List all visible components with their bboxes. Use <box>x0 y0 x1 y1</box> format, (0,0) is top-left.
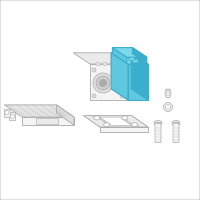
Ellipse shape <box>96 76 110 90</box>
Polygon shape <box>128 64 148 100</box>
Polygon shape <box>4 109 10 117</box>
Ellipse shape <box>92 94 96 98</box>
Ellipse shape <box>122 116 128 120</box>
Ellipse shape <box>93 73 113 93</box>
Ellipse shape <box>103 62 107 66</box>
Polygon shape <box>84 116 108 127</box>
Polygon shape <box>100 117 132 125</box>
FancyBboxPatch shape <box>173 122 179 142</box>
Polygon shape <box>124 116 148 127</box>
Polygon shape <box>132 48 147 63</box>
Ellipse shape <box>120 68 124 72</box>
Polygon shape <box>90 64 128 100</box>
Polygon shape <box>111 53 148 64</box>
Ellipse shape <box>124 79 128 82</box>
Ellipse shape <box>120 94 124 98</box>
Ellipse shape <box>5 111 9 115</box>
Polygon shape <box>73 53 128 64</box>
Ellipse shape <box>104 123 110 127</box>
Polygon shape <box>56 105 74 125</box>
Ellipse shape <box>110 62 114 66</box>
Polygon shape <box>112 48 147 57</box>
Polygon shape <box>84 116 148 127</box>
Ellipse shape <box>166 92 170 96</box>
Ellipse shape <box>117 62 121 66</box>
FancyBboxPatch shape <box>125 54 131 58</box>
Ellipse shape <box>132 123 138 127</box>
Ellipse shape <box>165 90 171 98</box>
Ellipse shape <box>164 102 172 112</box>
Polygon shape <box>131 53 148 100</box>
FancyBboxPatch shape <box>129 57 134 60</box>
Polygon shape <box>111 53 128 100</box>
FancyBboxPatch shape <box>122 52 127 55</box>
Ellipse shape <box>100 79 106 86</box>
FancyBboxPatch shape <box>155 122 161 142</box>
Polygon shape <box>111 53 128 100</box>
FancyBboxPatch shape <box>132 59 138 63</box>
Ellipse shape <box>92 68 96 72</box>
Ellipse shape <box>124 89 128 92</box>
Polygon shape <box>36 118 58 124</box>
Polygon shape <box>112 48 127 63</box>
Ellipse shape <box>172 120 180 126</box>
Ellipse shape <box>10 114 14 118</box>
Ellipse shape <box>124 69 128 72</box>
Ellipse shape <box>94 116 100 120</box>
Polygon shape <box>4 105 74 117</box>
Ellipse shape <box>154 120 162 126</box>
Ellipse shape <box>96 62 100 66</box>
Ellipse shape <box>166 104 170 110</box>
Polygon shape <box>9 112 15 120</box>
Polygon shape <box>100 127 148 132</box>
Polygon shape <box>22 117 74 125</box>
